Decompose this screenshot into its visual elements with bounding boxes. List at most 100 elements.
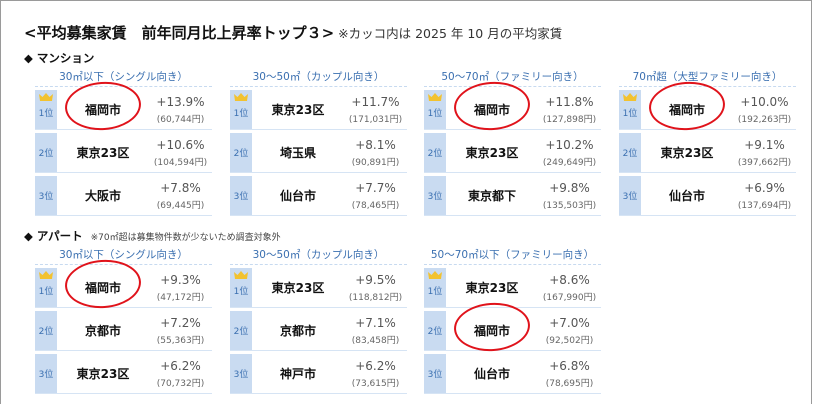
increase-rate: +7.2% [160,315,201,330]
ranking-row: 3位 東京23区 +6.2% (70,732円) [35,354,212,394]
increase-rate: +6.9% [744,180,785,195]
area-name-text: 福岡市 [84,281,121,295]
area-name-text: 神戸市 [279,367,316,381]
ranking-panel: 50〜70㎡（ファミリー向き） 1位 福岡市 +11.8% (127,898円)… [424,70,601,216]
increase-rate: +9.3% [160,272,201,287]
increase-rate: +7.8% [160,180,201,195]
area-name: 福岡市 [641,79,733,133]
area-name-text: 仙台市 [279,189,316,203]
value-cell: +11.8% (127,898円) [538,90,601,129]
crown-icon [623,93,637,101]
average-rent: (167,990円) [542,292,597,303]
rank-label: 2位 [427,327,443,337]
panel-header: 70㎡超（大型ファミリー向き） [619,70,796,87]
ranking-panel: 30〜50㎡（カップル向き） 1位 東京23区 +9.5% (118,812円)… [230,248,407,394]
area-name: 仙台市 [641,176,733,215]
increase-rate: +6.2% [355,358,396,373]
rank-cell: 2位 [619,133,641,172]
ranking-row: 3位 仙台市 +6.9% (137,694円) [619,176,796,216]
area-name: 仙台市 [252,176,344,215]
area-name-text: 埼玉県 [279,146,316,160]
area-name: 福岡市 [57,79,149,133]
area-name: 東京23区 [57,133,149,172]
area-name: 神戸市 [252,354,344,393]
area-name-text: 東京23区 [465,281,519,295]
average-rent: (90,891円) [351,157,400,168]
average-rent: (137,694円) [737,200,792,211]
section-note: ※70㎡超は募集物件数が少ないため調査対象外 [90,233,281,243]
increase-rate: +10.6% [156,137,205,152]
value-cell: +6.2% (70,732円) [149,354,212,393]
area-name: 東京都下 [446,176,538,215]
value-cell: +8.1% (90,891円) [344,133,407,172]
area-name: 埼玉県 [252,133,344,172]
average-rent: (47,172円) [156,292,205,303]
increase-rate: +6.2% [160,358,201,373]
value-cell: +9.3% (47,172円) [149,268,212,307]
value-cell: +7.0% (92,502円) [538,311,601,350]
rank-cell: 1位 [35,90,57,129]
rank-label: 2位 [38,327,54,337]
ranking-row: 1位 福岡市 +10.0% (192,263円) [619,79,796,133]
increase-rate: +7.1% [355,315,396,330]
increase-rate: +9.5% [355,272,396,287]
rank-label: 1位 [233,109,249,119]
panel-header: 30〜50㎡（カップル向き） [230,70,407,87]
rank-label: 3位 [622,192,638,202]
rank-cell: 1位 [424,268,446,307]
area-name-text: 福岡市 [473,103,510,117]
area-name: 京都市 [252,311,344,350]
area-name-text: 福岡市 [84,103,121,117]
average-rent: (135,503円) [542,200,597,211]
ranking-panel: 50〜70㎡以下（ファミリー向き） 1位 東京23区 +8.6% (167,99… [424,248,601,394]
rank-label: 3位 [427,370,443,380]
area-name: 福岡市 [446,300,538,354]
rank-cell: 3位 [35,176,57,215]
ranking-panel: 70㎡超（大型ファミリー向き） 1位 福岡市 +10.0% (192,263円)… [619,70,796,216]
increase-rate: +9.8% [549,180,590,195]
average-rent: (118,812円) [348,292,403,303]
average-rent: (60,744円) [156,114,205,125]
average-rent: (397,662円) [737,157,792,168]
average-rent: (171,031円) [348,114,403,125]
increase-rate: +6.8% [549,358,590,373]
area-name-text: 東京23区 [465,146,519,160]
value-cell: +11.7% (171,031円) [344,90,407,129]
panel-header: 50〜70㎡（ファミリー向き） [424,70,601,87]
rank-cell: 2位 [35,133,57,172]
average-rent: (78,465円) [351,200,400,211]
average-rent: (78,695円) [545,378,594,389]
section-apartment-heading: ◆ アパート ※70㎡超は募集物件数が少ないため調査対象外 [24,228,281,244]
average-rent: (83,458円) [351,335,400,346]
section-mansion-heading: ◆ マンション [24,50,94,66]
rank-label: 3位 [38,192,54,202]
crown-icon [39,271,53,279]
increase-rate: +10.2% [545,137,594,152]
rank-cell: 1位 [619,90,641,129]
rank-cell: 2位 [230,311,252,350]
increase-rate: +11.7% [351,94,400,109]
rank-cell: 1位 [230,90,252,129]
area-name-text: 東京23区 [271,281,325,295]
ranking-row: 3位 神戸市 +6.2% (73,615円) [230,354,407,394]
ranking-row: 2位 福岡市 +7.0% (92,502円) [424,300,601,354]
rank-cell: 3位 [424,354,446,393]
ranking-row: 3位 大阪市 +7.8% (69,445円) [35,176,212,216]
average-rent: (127,898円) [542,114,597,125]
rank-cell: 3位 [230,354,252,393]
rank-cell: 3位 [619,176,641,215]
panel-header: 30㎡以下（シングル向き） [35,248,212,265]
rank-label: 3位 [38,370,54,380]
ranking-row: 3位 仙台市 +6.8% (78,695円) [424,354,601,394]
rank-label: 2位 [233,327,249,337]
ranking-row: 2位 東京23区 +10.2% (249,649円) [424,133,601,173]
rank-label: 1位 [38,109,54,119]
crown-icon [234,271,248,279]
area-name-text: 仙台市 [668,189,705,203]
ranking-row: 2位 京都市 +7.1% (83,458円) [230,311,407,351]
area-name: 東京23区 [446,133,538,172]
ranking-row: 3位 東京都下 +9.8% (135,503円) [424,176,601,216]
rank-cell: 3位 [35,354,57,393]
ranking-row: 1位 福岡市 +11.8% (127,898円) [424,79,601,133]
